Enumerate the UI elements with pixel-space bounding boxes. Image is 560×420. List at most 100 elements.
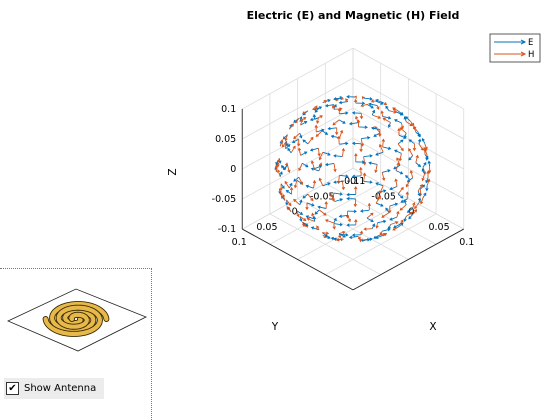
e-field-vector bbox=[361, 136, 371, 140]
h-field-vector bbox=[376, 105, 380, 110]
e-field-vector bbox=[322, 182, 331, 187]
h-field-vector bbox=[361, 96, 365, 100]
e-field-vector bbox=[366, 104, 374, 109]
e-field-vector bbox=[338, 100, 348, 105]
h-field-vector bbox=[316, 225, 320, 231]
h-field-vector bbox=[337, 107, 342, 114]
e-field-vector bbox=[282, 164, 288, 171]
e-field-vector bbox=[293, 176, 300, 182]
z-axis-label: Z bbox=[167, 168, 179, 175]
h-field-vector bbox=[409, 169, 414, 179]
show-antenna-checkbox[interactable]: ✔ Show Antenna bbox=[4, 378, 105, 399]
e-field-vector bbox=[351, 174, 362, 178]
e-field-vector bbox=[405, 116, 411, 122]
e-field-vector bbox=[347, 209, 357, 213]
e-field-vector bbox=[333, 180, 343, 184]
e-field-vector bbox=[408, 214, 414, 220]
e-field-vector bbox=[309, 117, 319, 122]
h-field-vector bbox=[405, 211, 413, 217]
h-field-vector bbox=[330, 193, 335, 202]
legend-h-label: H bbox=[528, 50, 534, 60]
e-field-vector bbox=[280, 183, 285, 189]
e-field-vector bbox=[405, 175, 411, 181]
h-field-vector bbox=[322, 231, 330, 235]
h-field-vector bbox=[358, 239, 363, 243]
e-field-vector bbox=[306, 202, 315, 207]
h-field-vector bbox=[339, 129, 344, 138]
e-field-vector bbox=[285, 189, 292, 195]
h-field-vector bbox=[408, 148, 414, 156]
h-field-vector bbox=[324, 219, 334, 224]
e-field-vector bbox=[398, 134, 407, 139]
y-axis-label: Y bbox=[271, 321, 279, 333]
legend: E H bbox=[489, 33, 541, 63]
e-field-vector bbox=[403, 216, 407, 222]
h-field-vector bbox=[293, 180, 298, 189]
field-vectors bbox=[274, 95, 432, 243]
h-field-vector bbox=[412, 201, 416, 209]
h-field-vector bbox=[362, 172, 367, 182]
e-field-vector bbox=[385, 207, 390, 213]
h-field-vector bbox=[398, 153, 402, 162]
e-field-vector bbox=[360, 209, 370, 213]
e-field-vector bbox=[368, 161, 378, 165]
e-field-vector bbox=[421, 137, 426, 144]
h-field-vector bbox=[297, 147, 302, 156]
h-field-vector bbox=[338, 230, 346, 235]
h-field-vector bbox=[279, 183, 283, 192]
h-field-vector bbox=[375, 195, 382, 204]
e-field-vector bbox=[339, 111, 349, 115]
y-tick-label: 0 bbox=[292, 207, 298, 218]
chart-title: Electric (E) and Magnetic (H) Field bbox=[247, 9, 460, 22]
e-field-vector bbox=[338, 119, 346, 124]
antenna-preview bbox=[7, 288, 147, 352]
checkbox-box[interactable]: ✔ bbox=[6, 382, 19, 395]
e-field-vector bbox=[348, 121, 359, 126]
h-field-vector bbox=[336, 238, 340, 242]
e-field-vector bbox=[366, 217, 374, 223]
h-field-vector bbox=[356, 119, 361, 127]
e-field-vector bbox=[422, 192, 427, 198]
h-field-vector bbox=[381, 212, 390, 218]
e-field-vector bbox=[415, 162, 422, 168]
h-field-vector bbox=[359, 230, 364, 235]
e-field-vector bbox=[300, 121, 308, 126]
h-field-vector bbox=[310, 160, 315, 169]
e-field-vector bbox=[358, 125, 368, 129]
h-field-vector bbox=[332, 223, 336, 230]
e-field-vector bbox=[302, 139, 309, 145]
grid-line bbox=[297, 198, 409, 260]
e-field-vector bbox=[377, 219, 387, 224]
h-field-vector bbox=[380, 110, 384, 117]
e-field-vector bbox=[314, 165, 323, 170]
e-field-vector bbox=[346, 197, 356, 201]
h-field-vector bbox=[397, 143, 404, 152]
y-tick-label: 0.05 bbox=[256, 222, 277, 233]
h-field-vector bbox=[427, 166, 432, 174]
h-field-vector bbox=[324, 201, 328, 209]
e-field-vector bbox=[371, 109, 376, 116]
e-field-vector bbox=[317, 205, 327, 209]
x-tick-label: -0.05 bbox=[371, 191, 396, 202]
h-field-vector bbox=[405, 179, 411, 188]
h-field-vector bbox=[415, 154, 419, 163]
h-field-vector bbox=[318, 152, 324, 161]
h-field-vector bbox=[345, 98, 349, 102]
e-field-vector bbox=[314, 209, 320, 215]
h-field-vector bbox=[298, 163, 303, 172]
h-field-vector bbox=[317, 148, 321, 157]
h-field-vector bbox=[379, 185, 384, 195]
h-field-vector bbox=[312, 179, 317, 189]
h-field-vector bbox=[293, 132, 301, 140]
e-field-vector bbox=[397, 222, 404, 228]
h-field-vector bbox=[282, 193, 286, 201]
e-field-vector bbox=[421, 168, 426, 174]
h-field-vector bbox=[296, 210, 300, 218]
e-field-vector bbox=[415, 131, 422, 137]
antenna-preview-panel bbox=[0, 268, 152, 420]
h-field-vector bbox=[405, 191, 409, 199]
h-field-vector bbox=[340, 237, 344, 242]
y-tick-label: -0.1 bbox=[341, 176, 360, 187]
e-field-vector bbox=[389, 216, 398, 221]
